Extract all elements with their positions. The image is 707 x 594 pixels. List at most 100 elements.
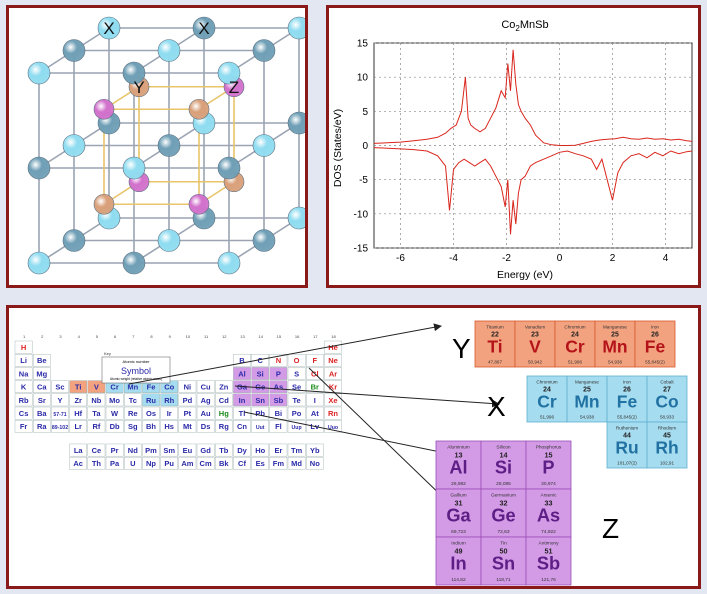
atomic-number: 49 xyxy=(455,546,463,555)
atomic-weight: 55,845(2) xyxy=(645,359,665,364)
element-cell xyxy=(33,419,51,433)
y-tick-label: 15 xyxy=(357,39,369,50)
element-cell xyxy=(214,393,233,407)
element-symbol: Fe xyxy=(617,391,638,411)
element-symbol: Mn xyxy=(602,336,627,356)
element-cell xyxy=(178,406,197,420)
element-symbol: S xyxy=(294,369,299,378)
element-symbol: Li xyxy=(20,356,27,365)
element-symbol: Si xyxy=(257,369,264,378)
element-symbol: Pa xyxy=(110,459,120,468)
element-symbol: Ge xyxy=(255,383,265,392)
element-symbol: Gd xyxy=(200,446,211,455)
element-symbol: 89-102 xyxy=(52,425,68,431)
atomic-weight: 47,867 xyxy=(488,359,502,364)
element-symbol: Am xyxy=(181,459,193,468)
x-atom xyxy=(287,206,305,230)
element-name: Phosphorus xyxy=(536,445,562,451)
group-number: 6 xyxy=(114,334,117,339)
element-cell xyxy=(160,406,179,420)
atomic-number: 31 xyxy=(455,498,463,507)
x-atom xyxy=(192,16,216,40)
element-cell xyxy=(123,456,142,470)
element-symbol: Np xyxy=(146,459,156,468)
element-cell xyxy=(214,419,233,433)
element-symbol: Bk xyxy=(219,459,229,468)
element-symbol: P xyxy=(276,369,281,378)
dos-spin-up-line xyxy=(373,49,693,146)
element-cell xyxy=(269,393,288,407)
atomic-number: 25 xyxy=(583,387,591,394)
key-symbol: Symbol xyxy=(121,366,151,376)
heusler-lattice-panel: X X Y Z xyxy=(6,5,308,288)
element-symbol: Ds xyxy=(201,422,211,431)
element-symbol: Sc xyxy=(55,383,64,392)
element-symbol: Hg xyxy=(219,409,229,418)
atomic-number: 27 xyxy=(663,387,671,394)
element-name: Aluminium xyxy=(447,445,469,451)
element-cell xyxy=(87,406,106,420)
group-element-cell xyxy=(646,375,688,423)
group-label-y: Y xyxy=(452,333,471,364)
element-symbol: Cr xyxy=(537,391,557,411)
atomic-number: 25 xyxy=(611,332,619,339)
element-cell xyxy=(142,456,160,470)
element-symbol: O xyxy=(294,356,300,365)
x-tick-label: -4 xyxy=(449,253,458,264)
element-cell xyxy=(251,419,270,433)
element-cell xyxy=(14,340,33,354)
dos-chart: Co2MnSb Energy (eV) DOS (States/eV) -6 -4… xyxy=(332,19,693,281)
group-number: 7 xyxy=(132,334,135,339)
element-cell xyxy=(214,456,233,470)
element-symbol: Sb xyxy=(537,553,560,574)
element-symbol: Cd xyxy=(219,396,229,405)
element-symbol: W xyxy=(111,409,119,418)
element-symbol: Rh xyxy=(655,437,678,457)
element-symbol: Ta xyxy=(92,409,101,418)
element-cell xyxy=(306,456,324,470)
element-symbol: Be xyxy=(37,356,47,365)
atomic-number: 14 xyxy=(500,450,508,459)
x-atom xyxy=(217,61,241,85)
atomic-weight: 28,085 xyxy=(496,481,511,487)
element-symbol: No xyxy=(310,459,320,468)
element-cell xyxy=(123,393,142,407)
element-symbol: Zr xyxy=(74,396,82,405)
key-line: Atomic number xyxy=(123,359,151,364)
atomic-weight: 26,982 xyxy=(451,481,466,487)
group-element-cell xyxy=(606,421,648,469)
element-symbol: F xyxy=(313,356,318,365)
dos-spin-down-line xyxy=(373,147,693,235)
element-symbol: Fm xyxy=(273,459,285,468)
element-symbol: Pr xyxy=(111,446,119,455)
atomic-weight: 58,933 xyxy=(660,414,674,419)
element-cell xyxy=(178,419,197,433)
element-symbol: U xyxy=(130,459,135,468)
x-atom xyxy=(62,39,86,62)
group-element-cell xyxy=(480,488,527,538)
element-cell xyxy=(196,443,215,457)
element-name: Chromium xyxy=(536,379,557,384)
site-label: Y xyxy=(133,78,144,97)
atomic-weight: 102,91 xyxy=(660,460,674,465)
element-name: Vanadium xyxy=(525,324,546,329)
element-symbol: Ra xyxy=(37,422,47,431)
group-element-cell xyxy=(525,440,572,490)
x-atom xyxy=(252,134,276,157)
element-symbol: Sr xyxy=(38,396,46,405)
group-element-cell xyxy=(435,440,482,490)
element-symbol: Eu xyxy=(183,446,193,455)
element-cell xyxy=(69,393,87,407)
element-symbol: Nd xyxy=(128,446,138,455)
element-cell xyxy=(123,443,142,457)
element-cell xyxy=(69,406,87,420)
element-cell xyxy=(105,419,124,433)
key-title: Key xyxy=(104,351,111,356)
y-atom xyxy=(93,193,115,215)
atomic-weight: 114,82 xyxy=(451,577,466,583)
element-symbol: K xyxy=(21,383,27,392)
atomic-weight: 69,723 xyxy=(451,529,466,535)
group-number: 12 xyxy=(222,334,227,339)
element-cell xyxy=(142,419,160,433)
atomic-weight: 50,942 xyxy=(528,359,542,364)
